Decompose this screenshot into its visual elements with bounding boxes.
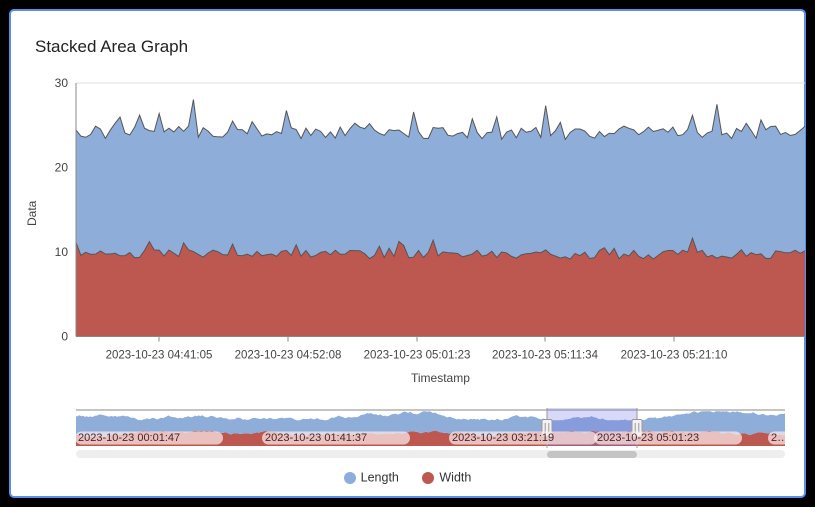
svg-text:2023-10-23 05:01:23: 2023-10-23 05:01:23	[597, 432, 699, 444]
svg-text:0: 0	[61, 330, 68, 344]
svg-text:2023-10-23 04:41:05: 2023-10-23 04:41:05	[106, 350, 213, 362]
svg-text:2…: 2…	[771, 432, 788, 444]
svg-text:10: 10	[55, 245, 69, 259]
svg-text:2023-10-23 05:21:10: 2023-10-23 05:21:10	[621, 350, 728, 362]
svg-text:2023-10-23 00:01:47: 2023-10-23 00:01:47	[78, 432, 180, 444]
svg-text:2023-10-23 03:21:19: 2023-10-23 03:21:19	[452, 432, 554, 444]
svg-text:2023-10-23 01:41:37: 2023-10-23 01:41:37	[265, 432, 367, 444]
svg-text:2023-10-23 05:01:23: 2023-10-23 05:01:23	[364, 350, 471, 362]
svg-text:30: 30	[55, 76, 69, 90]
svg-text:20: 20	[55, 161, 69, 175]
svg-text:2023-10-23 04:52:08: 2023-10-23 04:52:08	[235, 350, 342, 362]
svg-text:2023-10-23 05:11:34: 2023-10-23 05:11:34	[492, 350, 599, 362]
